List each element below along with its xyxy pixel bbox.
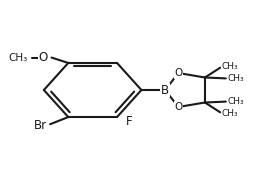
Text: Br: Br — [34, 119, 47, 132]
Text: B: B — [161, 84, 169, 96]
Text: CH₃: CH₃ — [227, 97, 244, 106]
Text: O: O — [38, 51, 47, 64]
Text: CH₃: CH₃ — [222, 109, 238, 118]
Text: CH₃: CH₃ — [9, 53, 28, 63]
Text: CH₃: CH₃ — [227, 74, 244, 83]
Text: O: O — [174, 102, 183, 112]
Text: F: F — [126, 115, 132, 128]
Text: O: O — [174, 68, 183, 78]
Text: CH₃: CH₃ — [222, 62, 238, 71]
